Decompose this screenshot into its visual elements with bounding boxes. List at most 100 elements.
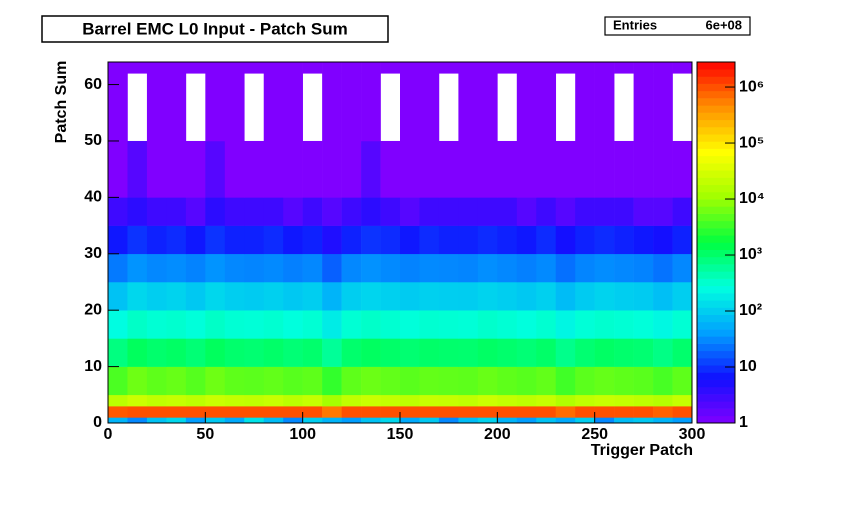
heatmap-cell	[400, 197, 420, 226]
heatmap-cell	[263, 197, 284, 226]
heatmap-cell	[400, 225, 420, 255]
x-tick-label: 250	[581, 426, 608, 443]
heatmap-cell	[614, 197, 634, 226]
heatmap-cell	[555, 310, 576, 339]
heatmap-cell	[458, 140, 479, 198]
heatmap-cell	[146, 338, 167, 367]
heatmap-cell	[127, 394, 148, 407]
heatmap-cell	[127, 310, 148, 339]
palette-band	[697, 321, 735, 330]
heatmap-cell	[555, 281, 576, 311]
heatmap-cell	[302, 310, 323, 339]
heatmap-cell	[516, 366, 537, 396]
heatmap-cell	[653, 281, 673, 311]
heatmap-cell	[380, 394, 401, 407]
palette-band	[697, 76, 735, 84]
heatmap-cell	[575, 394, 595, 407]
palette-band	[697, 264, 735, 272]
palette-band	[697, 300, 735, 308]
heatmap-cell	[400, 406, 420, 418]
heatmap-cell	[263, 394, 284, 407]
heatmap-cell	[653, 406, 673, 418]
heatmap-cell	[653, 417, 673, 424]
heatmap-cell	[400, 394, 420, 407]
heatmap-cell	[302, 394, 323, 407]
heatmap-cell	[614, 281, 634, 311]
heatmap-cell	[244, 62, 265, 74]
palette-band	[697, 372, 735, 380]
heatmap-cell	[419, 197, 440, 226]
palette-band	[697, 62, 735, 70]
heatmap-cell	[185, 197, 206, 226]
heatmap-cell	[361, 253, 381, 283]
heatmap-cell	[516, 281, 537, 311]
heatmap-cell	[458, 338, 479, 367]
heatmap-cell	[594, 366, 615, 396]
heatmap-cell	[438, 338, 459, 367]
palette-band	[697, 293, 735, 301]
heatmap-cell	[575, 73, 595, 142]
heatmap-cell	[614, 366, 634, 396]
heatmap-cell	[380, 406, 401, 418]
heatmap-cell	[497, 417, 518, 424]
heatmap-cell	[185, 62, 206, 74]
heatmap-cell	[127, 366, 148, 396]
heatmap-cell	[536, 310, 557, 339]
heatmap-cell	[341, 417, 362, 424]
heatmap-cell	[146, 310, 167, 339]
heatmap-cell	[205, 197, 226, 226]
heatmap-cell	[244, 197, 265, 226]
heatmap-cell	[244, 394, 265, 407]
heatmap-cell	[302, 253, 323, 283]
heatmap-cell	[380, 417, 401, 424]
heatmap-cell	[633, 310, 654, 339]
heatmap-cell	[555, 417, 576, 424]
heatmap-cell	[322, 197, 342, 226]
heatmap-cell	[361, 62, 381, 74]
heatmap-cell	[185, 338, 206, 367]
heatmap-cell	[322, 73, 342, 142]
heatmap-cell	[438, 406, 459, 418]
heatmap-cell	[653, 73, 673, 142]
palette-band	[697, 256, 735, 265]
heatmap-cell	[166, 394, 187, 407]
palette-band	[697, 83, 735, 92]
heatmap-cell	[419, 73, 440, 142]
heatmap-cell	[244, 406, 265, 418]
palette-band	[697, 206, 735, 214]
heatmap-cell	[438, 366, 459, 396]
heatmap-cell	[419, 406, 440, 418]
heatmap-cell	[302, 417, 323, 424]
heatmap-cell	[361, 310, 381, 339]
heatmap-cell	[146, 417, 167, 424]
heatmap-cell	[536, 197, 557, 226]
heatmap-cell	[302, 366, 323, 396]
palette-band	[697, 184, 735, 193]
heatmap-cell	[341, 197, 362, 226]
heatmap-cell	[341, 366, 362, 396]
heatmap-cell	[458, 225, 479, 255]
heatmap-cell	[341, 338, 362, 367]
heatmap-cell	[536, 73, 557, 142]
palette-band	[697, 350, 735, 359]
heatmap-cell	[166, 197, 187, 226]
palette-band	[697, 336, 735, 344]
heatmap-cell	[283, 394, 303, 407]
heatmap-cell	[283, 366, 303, 396]
heatmap-cell	[419, 310, 440, 339]
heatmap-cell	[127, 253, 148, 283]
heatmap-cell	[477, 417, 498, 424]
heatmap-cell	[322, 310, 342, 339]
heatmap-cell	[185, 225, 206, 255]
heatmap-cell	[477, 73, 498, 142]
z-tick-label: 10⁵	[739, 134, 764, 151]
palette-band	[697, 170, 735, 178]
heatmap-cell	[361, 394, 381, 407]
heatmap-cell	[575, 253, 595, 283]
heatmap-cell	[224, 417, 245, 424]
heatmap-cell	[594, 281, 615, 311]
heatmap-cell	[341, 62, 362, 74]
heatmap-cell	[516, 140, 537, 198]
heatmap-cell	[108, 140, 128, 198]
